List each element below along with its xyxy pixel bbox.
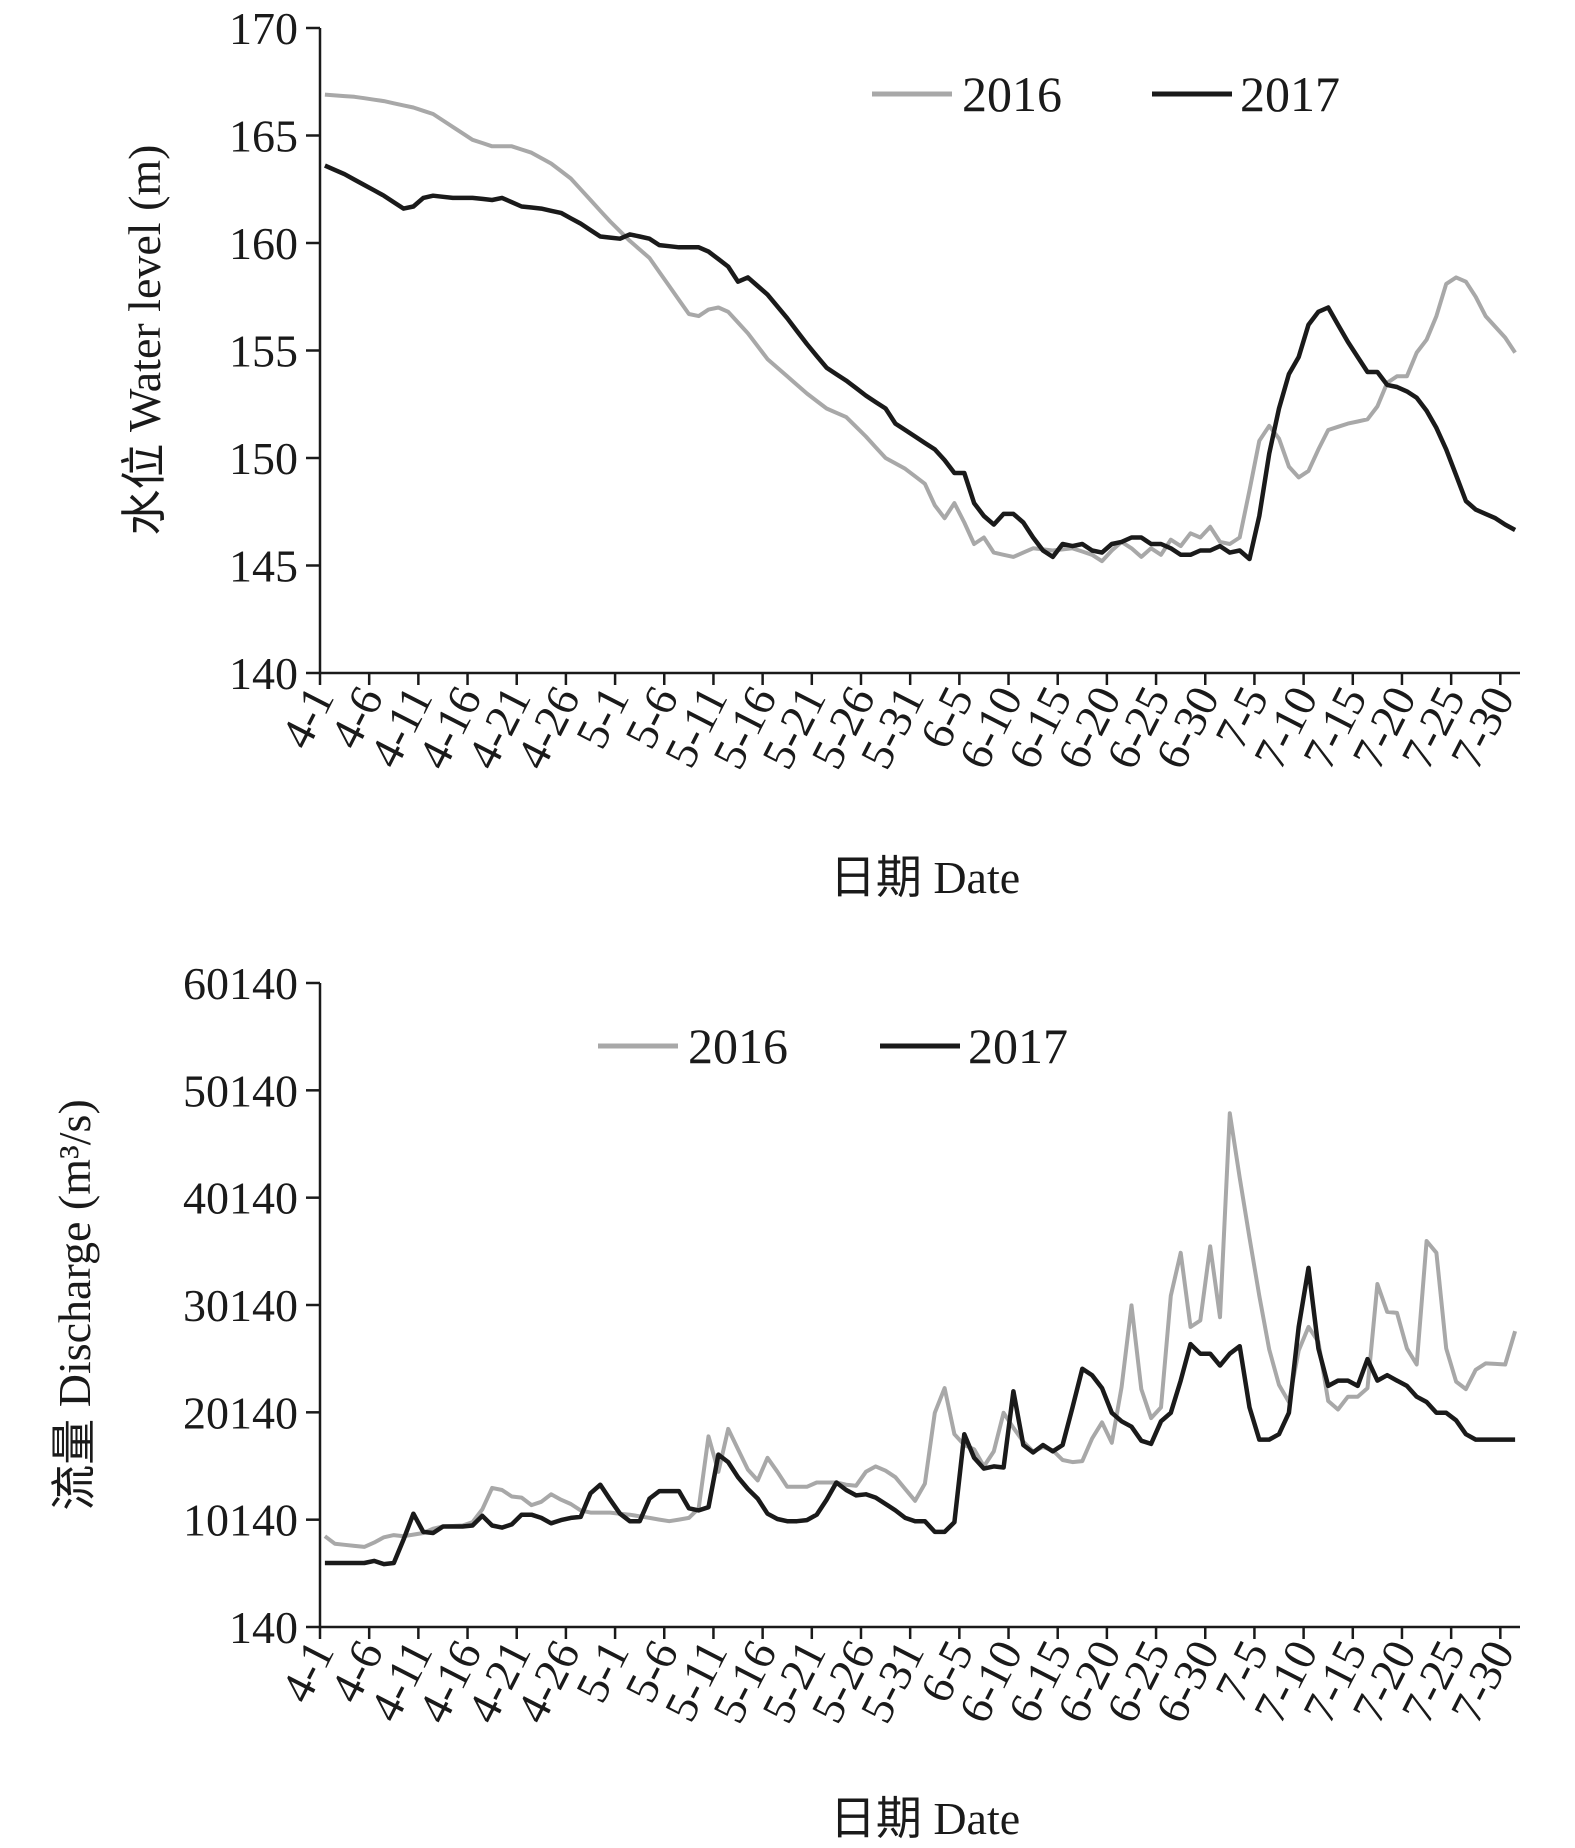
legend: 2016 2017 xyxy=(872,66,1340,122)
y-ticks: 140 145 150 155 160 165 170 xyxy=(229,3,320,699)
discharge-chart: 140 10140 20140 30140 40140 50140 60140 4-14-6… xyxy=(49,958,1524,1844)
y-axis-title: 水位 Water level (m) xyxy=(119,145,170,536)
series-lines xyxy=(323,1111,1518,1567)
y-ticks: 140 10140 20140 30140 40140 50140 60140 xyxy=(183,958,320,1653)
y-tick-label: 10140 xyxy=(183,1495,298,1546)
y-tick-label: 150 xyxy=(229,433,298,484)
series-line-2017 xyxy=(324,163,1517,562)
y-tick-label: 165 xyxy=(229,111,298,162)
x-ticks: 4-14-64-114-164-214-265-15-65-115-165-21… xyxy=(271,1627,1524,1731)
series-line-2016 xyxy=(323,1111,1518,1549)
y-tick-label: 30140 xyxy=(183,1280,298,1331)
y-tick-label: 140 xyxy=(229,1602,298,1653)
y-tick-label: 40140 xyxy=(183,1173,298,1224)
y-tick-label: 140 xyxy=(229,648,298,699)
legend-label-2017: 2017 xyxy=(968,1018,1068,1074)
water-level-chart: 140 145 150 155 160 165 170 4-14-64-114-164-21… xyxy=(119,3,1524,903)
y-tick-label: 145 xyxy=(229,541,298,592)
y-tick-label: 155 xyxy=(229,326,298,377)
series-line-2017 xyxy=(324,1265,1516,1567)
x-axis-title: 日期 Date xyxy=(830,1793,1020,1844)
legend: 2016 2017 xyxy=(598,1018,1068,1074)
series-lines xyxy=(324,92,1517,564)
y-tick-label: 20140 xyxy=(183,1387,298,1438)
y-tick-label: 160 xyxy=(229,218,298,269)
y-tick-label: 50140 xyxy=(183,1065,298,1116)
legend-label-2016: 2016 xyxy=(962,66,1062,122)
series-line-2016 xyxy=(324,92,1517,564)
y-tick-label: 170 xyxy=(229,3,298,54)
x-ticks: 4-14-64-114-164-214-265-15-65-115-165-21… xyxy=(271,673,1524,777)
y-axis-title: 流量 Discharge (m³/s) xyxy=(49,1099,100,1511)
y-tick-label: 60140 xyxy=(183,958,298,1009)
legend-label-2017: 2017 xyxy=(1240,66,1340,122)
x-axis-title: 日期 Date xyxy=(830,852,1020,903)
legend-label-2016: 2016 xyxy=(688,1018,788,1074)
